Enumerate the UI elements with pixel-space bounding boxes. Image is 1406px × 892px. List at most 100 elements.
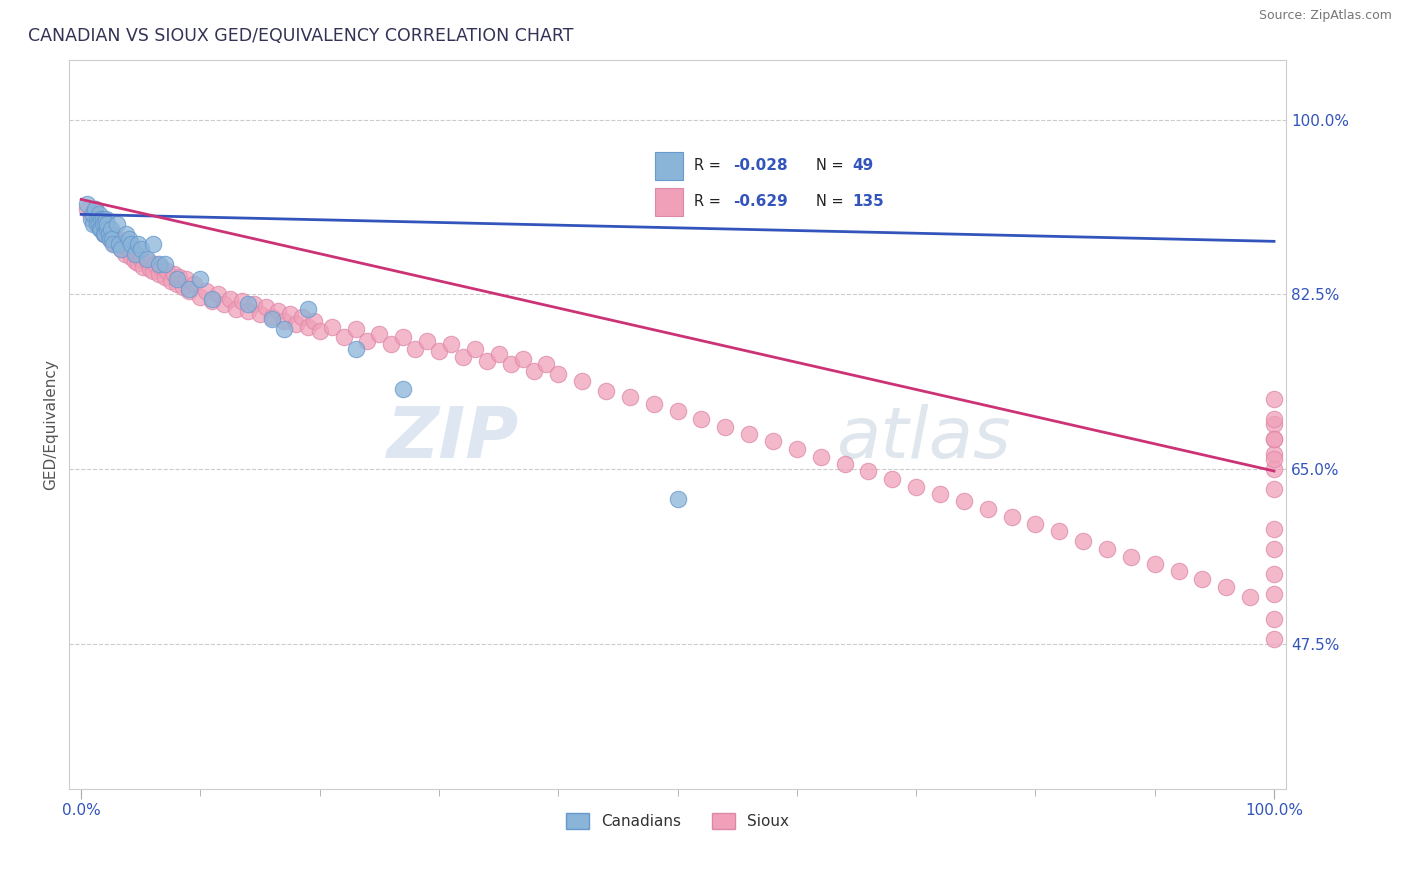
Point — [238, 304, 260, 318]
Point — [80, 212, 103, 227]
Point — [87, 218, 110, 232]
Point — [107, 237, 129, 252]
Point — [238, 297, 260, 311]
Bar — [655, 188, 683, 216]
Point — [135, 254, 157, 268]
Text: 135: 135 — [852, 194, 884, 210]
Point — [195, 285, 218, 299]
Point — [344, 322, 367, 336]
Point — [91, 212, 114, 227]
Point — [94, 218, 117, 232]
Point — [254, 300, 277, 314]
Point — [231, 294, 253, 309]
Point — [1263, 632, 1285, 646]
Point — [97, 227, 120, 242]
Point — [100, 227, 122, 242]
Point — [344, 342, 367, 356]
Point — [129, 252, 152, 267]
Point — [1263, 566, 1285, 581]
Point — [714, 420, 737, 434]
Point — [121, 243, 143, 257]
Point — [91, 212, 114, 227]
Point — [1263, 412, 1285, 426]
Point — [103, 230, 125, 244]
Point — [404, 342, 426, 356]
Point — [284, 317, 307, 331]
Point — [139, 262, 162, 277]
Point — [786, 442, 808, 456]
Point — [87, 218, 110, 232]
Point — [1047, 524, 1070, 538]
Point — [115, 240, 138, 254]
Point — [82, 218, 104, 232]
Point — [475, 354, 498, 368]
Point — [86, 218, 108, 232]
Point — [392, 330, 415, 344]
Point — [1263, 522, 1285, 536]
Point — [82, 207, 104, 221]
Point — [1095, 541, 1118, 556]
Point — [135, 252, 157, 267]
Point — [96, 227, 118, 242]
Point — [111, 237, 134, 252]
Point — [416, 334, 439, 348]
Point — [1263, 432, 1285, 446]
Point — [440, 337, 463, 351]
Text: N =: N = — [817, 194, 849, 210]
Point — [167, 270, 190, 285]
Point — [127, 237, 149, 252]
Point — [177, 282, 200, 296]
Point — [87, 212, 110, 227]
Point — [905, 480, 928, 494]
Point — [105, 218, 128, 232]
Point — [90, 222, 112, 236]
Point — [249, 307, 271, 321]
Point — [96, 212, 118, 227]
Point — [1215, 580, 1237, 594]
Point — [84, 202, 107, 217]
Point — [882, 472, 904, 486]
Point — [260, 310, 283, 325]
Point — [488, 347, 510, 361]
Point — [321, 320, 343, 334]
Point — [1119, 549, 1142, 564]
Point — [80, 207, 103, 221]
Point — [129, 243, 152, 257]
Point — [118, 244, 141, 259]
Point — [297, 302, 319, 317]
Point — [1239, 590, 1261, 604]
Point — [547, 367, 569, 381]
Point — [1024, 516, 1046, 531]
Text: R =: R = — [695, 158, 725, 173]
Y-axis label: GED/Equivalency: GED/Equivalency — [44, 359, 58, 490]
Point — [1143, 557, 1166, 571]
Text: -0.629: -0.629 — [733, 194, 787, 210]
Point — [201, 294, 224, 309]
Point — [666, 491, 689, 506]
Point — [127, 256, 149, 270]
Point — [163, 267, 186, 281]
Point — [89, 222, 111, 236]
Point — [297, 320, 319, 334]
Point — [1263, 432, 1285, 446]
Point — [225, 302, 247, 317]
Point — [103, 237, 125, 252]
Point — [1263, 541, 1285, 556]
Point — [124, 247, 146, 261]
Point — [464, 342, 486, 356]
Bar — [655, 152, 683, 179]
Point — [810, 450, 832, 464]
Point — [142, 237, 165, 252]
Point — [97, 222, 120, 236]
Point — [110, 243, 132, 257]
Point — [96, 218, 118, 232]
Point — [1071, 533, 1094, 548]
Point — [201, 292, 224, 306]
Point — [153, 270, 176, 285]
Point — [219, 292, 242, 306]
Point — [1263, 452, 1285, 467]
Point — [1263, 482, 1285, 496]
Point — [91, 222, 114, 236]
Point — [156, 264, 179, 278]
Point — [512, 352, 534, 367]
